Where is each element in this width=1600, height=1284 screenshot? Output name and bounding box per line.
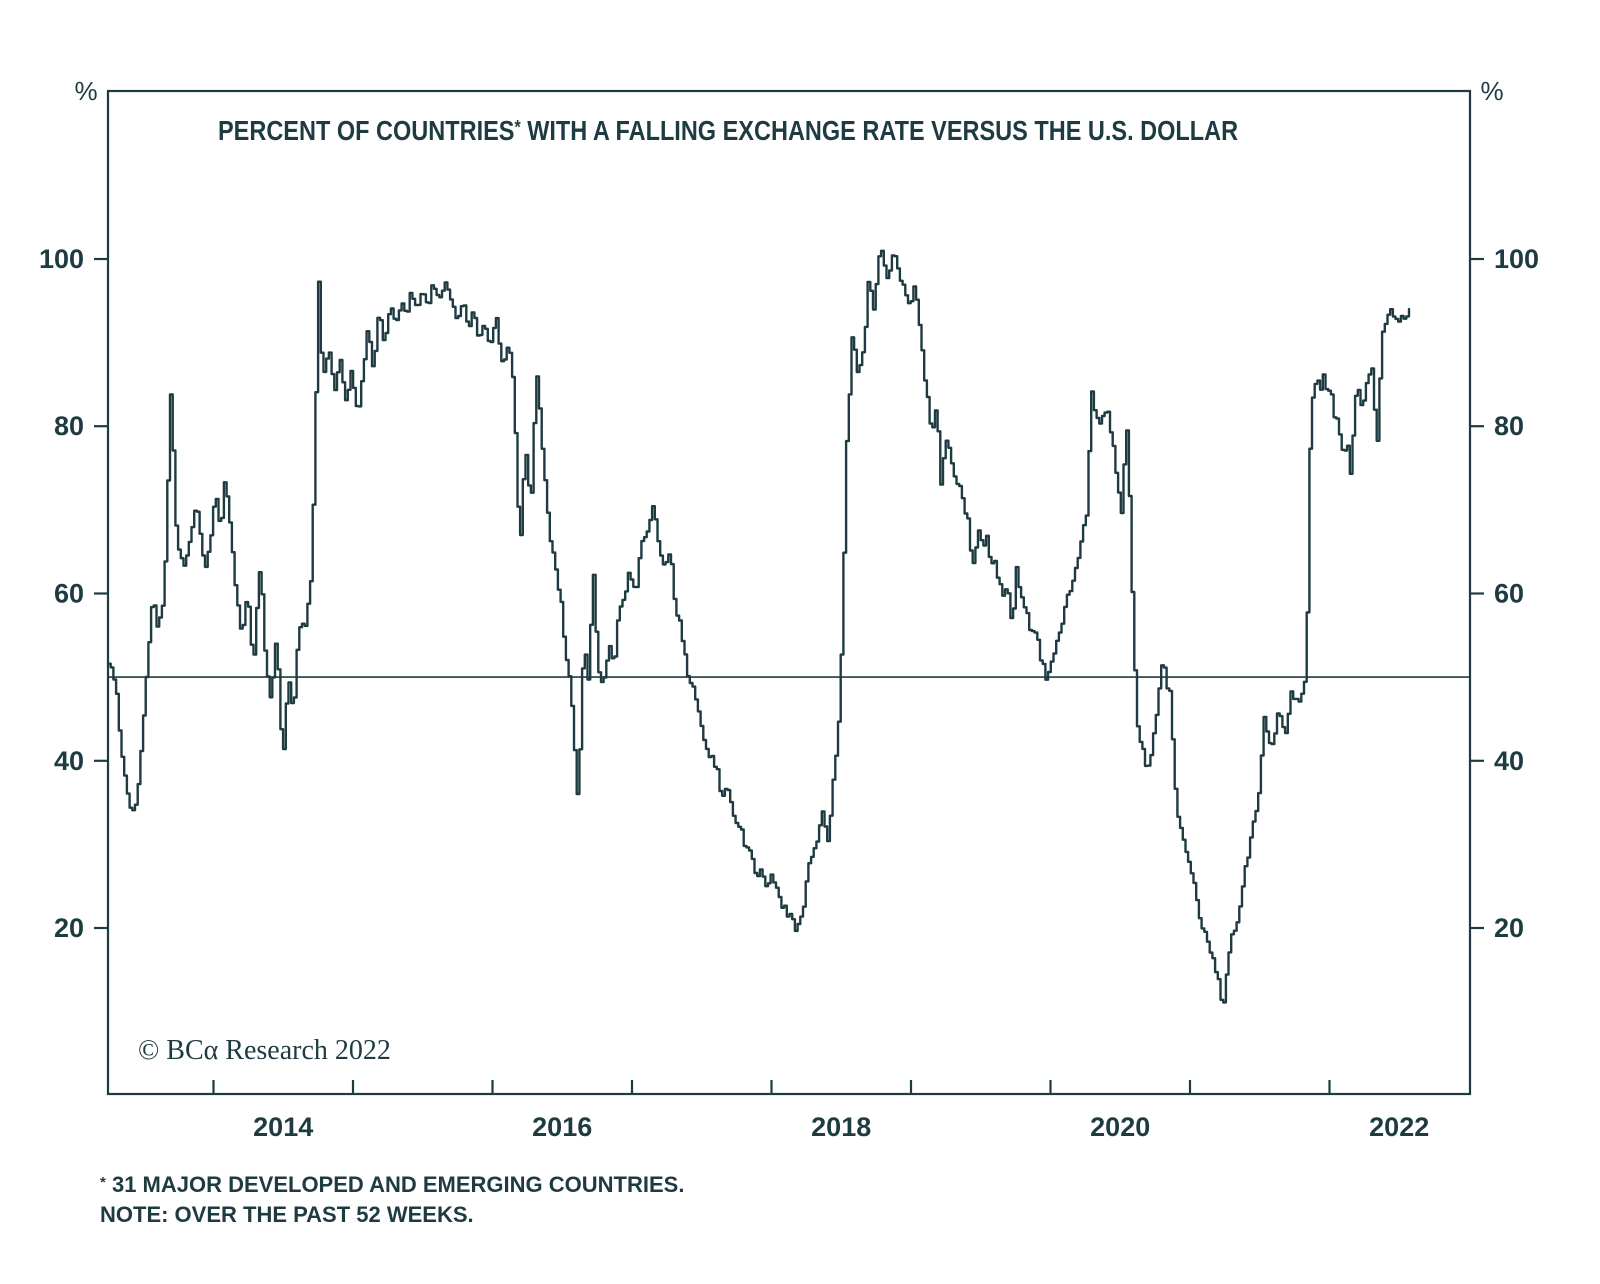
svg-text:80: 80 <box>54 411 84 441</box>
svg-text:© BCα Research 2022: © BCα Research 2022 <box>138 1035 391 1066</box>
svg-text:NOTE: OVER THE PAST 52 WEEKS.: NOTE: OVER THE PAST 52 WEEKS. <box>100 1202 474 1227</box>
svg-text:* 31 MAJOR DEVELOPED AND EMERG: * 31 MAJOR DEVELOPED AND EMERGING COUNTR… <box>100 1172 684 1197</box>
svg-text:40: 40 <box>1494 746 1524 776</box>
svg-text:PERCENT OF COUNTRIES* WITH A F: PERCENT OF COUNTRIES* WITH A FALLING EXC… <box>218 116 1238 147</box>
svg-text:20: 20 <box>54 913 84 943</box>
svg-text:2014: 2014 <box>253 1112 313 1142</box>
svg-text:100: 100 <box>39 244 84 274</box>
svg-text:2022: 2022 <box>1369 1112 1429 1142</box>
svg-text:%: % <box>74 76 97 106</box>
svg-text:40: 40 <box>54 746 84 776</box>
svg-text:60: 60 <box>1494 579 1524 609</box>
svg-text:20: 20 <box>1494 913 1524 943</box>
svg-text:80: 80 <box>1494 411 1524 441</box>
svg-text:%: % <box>1480 76 1503 106</box>
svg-text:2020: 2020 <box>1090 1112 1150 1142</box>
svg-text:60: 60 <box>54 579 84 609</box>
svg-text:100: 100 <box>1494 244 1539 274</box>
svg-text:2016: 2016 <box>532 1112 592 1142</box>
svg-text:2018: 2018 <box>811 1112 871 1142</box>
